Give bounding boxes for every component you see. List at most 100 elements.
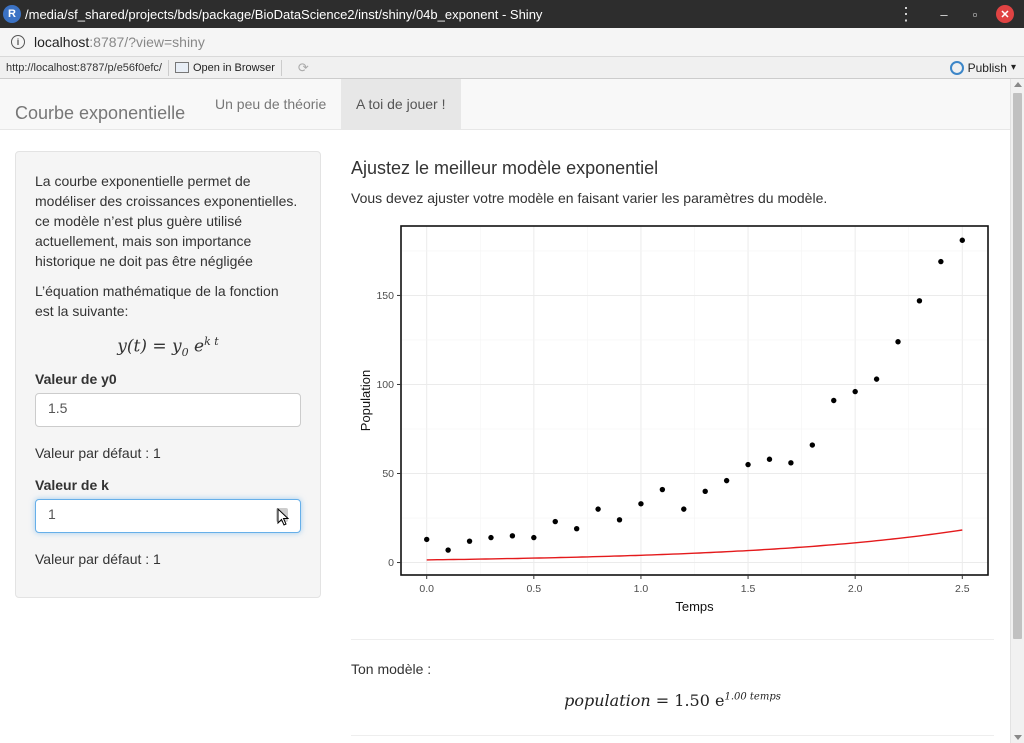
x-tick-label: 2.0 (848, 583, 863, 595)
tab-a-toi-de-jouer[interactable]: A toi de jouer ! (341, 79, 461, 129)
data-point (595, 506, 601, 512)
vertical-scrollbar[interactable] (1010, 79, 1024, 743)
open-in-browser-label: Open in Browser (192, 61, 275, 74)
k-label: Valeur de k (35, 477, 109, 494)
data-point (873, 376, 880, 382)
address-bar[interactable]: i localhost:8787/?view=shiny (0, 28, 1024, 57)
data-point (531, 534, 537, 541)
y-axis-label: Population (358, 370, 373, 431)
data-point (809, 442, 816, 448)
main-title: Ajustez le meilleur modèle exponentiel (351, 158, 659, 178)
fitted-model-equation: population = 1.50 e1.00 temps (351, 691, 994, 710)
data-point (509, 533, 516, 539)
restore-button[interactable]: ▫ (972, 6, 978, 22)
x-tick-label: 2.5 (955, 583, 970, 595)
app-brand: Courbe exponentielle (15, 103, 186, 123)
model-eq-rhs: = 1.50 e (650, 691, 725, 710)
x-tick-label: 1.5 (741, 583, 756, 595)
model-curve (426, 529, 963, 561)
data-point (702, 488, 708, 495)
data-point (788, 460, 794, 466)
scroll-down-icon[interactable] (1014, 735, 1022, 740)
eq-lhs: y(t) = y (117, 336, 182, 357)
x-tick-label: 1.0 (634, 583, 649, 595)
scroll-up-icon[interactable] (1014, 82, 1022, 87)
toolbar-divider (280, 59, 282, 76)
data-point (681, 506, 687, 512)
viewer-url[interactable]: http://localhost:8787/p/e56f0efc/ (6, 61, 162, 74)
address-path: :8787/?view=shiny (89, 34, 205, 50)
publish-button[interactable]: Publish ▾ (949, 60, 1016, 75)
window-menu-icon[interactable]: ⋮ (897, 3, 915, 24)
tab-theorie[interactable]: Un peu de théorie (215, 96, 327, 112)
data-point (938, 258, 944, 265)
y-tick-label: 50 (382, 468, 394, 480)
k-input[interactable]: 1 (35, 499, 301, 534)
navbar: Courbe exponentielle Un peu de théorie A… (0, 79, 1010, 130)
model-eq-lhs: population (564, 691, 651, 710)
data-point (466, 538, 473, 544)
rstudio-app-icon: R (3, 5, 21, 23)
data-point (638, 501, 644, 507)
eq-e: e (194, 336, 205, 357)
plot-border (400, 225, 989, 576)
window-title: /media/sf_shared/projects/bds/package/Bi… (25, 6, 543, 22)
k-hint: Valeur par défaut : 1 (35, 551, 161, 568)
publish-label: Publish (967, 60, 1007, 75)
data-point (723, 477, 730, 484)
data-point (488, 534, 494, 541)
k-value: 1 (48, 506, 56, 523)
open-in-browser-button[interactable]: Open in Browser (174, 61, 275, 74)
data-point (831, 397, 837, 404)
publish-icon (949, 60, 964, 75)
eq-sup: k t (204, 335, 219, 348)
viewer-toolbar: http://localhost:8787/p/e56f0efc/ Open i… (0, 57, 1024, 79)
close-button[interactable]: ✕ (996, 5, 1014, 23)
population-plot: 0.0 0.5 1.0 1.5 2.0 2.5 0 50 100 150 Temps Populati… (358, 225, 989, 614)
data-point (852, 388, 858, 395)
model-eq-exponent: 1.00 temps (724, 691, 781, 703)
divider (351, 735, 994, 736)
data-point (895, 339, 901, 345)
divider (351, 639, 994, 640)
sidebar-panel: La courbe exponentielle permet de modéli… (15, 151, 321, 598)
info-icon[interactable]: i (11, 35, 25, 49)
y0-value: 1.5 (48, 400, 68, 417)
data-point (659, 486, 666, 493)
y0-input[interactable]: 1.5 (35, 393, 301, 428)
window-titlebar: R /media/sf_shared/projects/bds/package/… (0, 0, 1024, 28)
data-point (445, 547, 451, 553)
refresh-icon[interactable]: ⟳ (297, 59, 309, 75)
main-panel: Ajustez le meilleur modèle exponentiel V… (351, 158, 994, 206)
data-point (959, 237, 965, 243)
model-equation: y(t) = y0 ek t (35, 335, 301, 359)
toolbar-divider (167, 59, 169, 76)
data-point (424, 536, 430, 543)
main-subtitle: Vous devez ajuster votre modèle en faisa… (351, 190, 828, 206)
y-tick-label: 0 (388, 557, 394, 569)
y-tick-label: 100 (376, 379, 394, 391)
x-axis-label: Temps (675, 599, 714, 614)
browser-window-icon (174, 62, 189, 73)
x-tick-label: 0.0 (419, 583, 434, 595)
scrollbar-thumb[interactable] (1013, 93, 1022, 639)
minimize-button[interactable]: – (940, 6, 948, 22)
y0-hint: Valeur par défaut : 1 (35, 445, 161, 462)
data-point (766, 456, 773, 462)
data-point (916, 298, 923, 304)
data-point (616, 517, 623, 523)
eq-sub: 0 (181, 346, 189, 360)
chevron-down-icon: ▾ (1010, 62, 1016, 73)
address-host: localhost (34, 34, 90, 50)
shiny-page: Courbe exponentielle Un peu de théorie A… (0, 79, 1010, 743)
x-tick-label: 0.5 (527, 583, 542, 595)
data-point (573, 526, 580, 532)
data-point (552, 518, 558, 525)
mouse-cursor-icon (277, 508, 290, 526)
y0-label: Valeur de y0 (35, 371, 117, 388)
model-label: Ton modèle : (351, 661, 432, 677)
intro-text: La courbe exponentielle permet de modéli… (35, 173, 298, 269)
data-point (745, 461, 751, 468)
y-tick-label: 150 (376, 290, 394, 302)
equation-intro-text: L’équation mathématique de la fonction e… (35, 283, 279, 319)
